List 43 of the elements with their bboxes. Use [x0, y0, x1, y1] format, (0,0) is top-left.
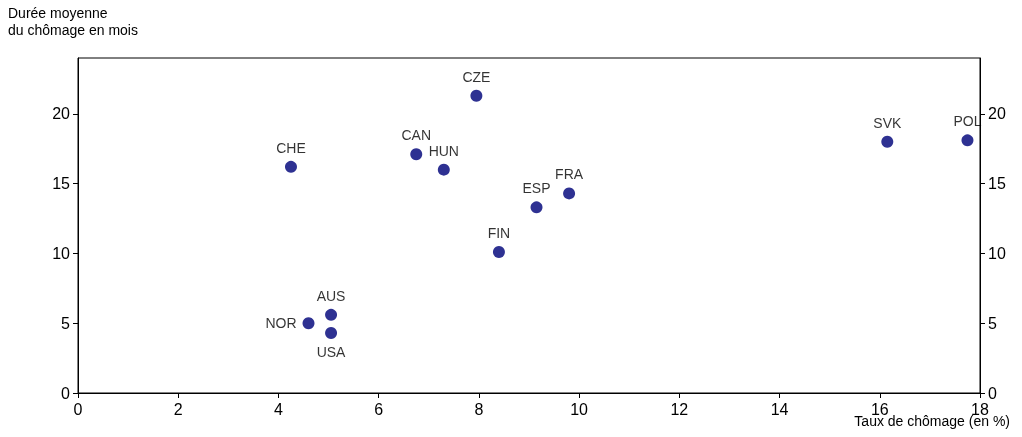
- point: [881, 135, 894, 148]
- point: [325, 308, 338, 321]
- annotation: FIN: [487, 225, 511, 242]
- x-tick-label: 12: [670, 400, 689, 418]
- x-tick-label: 4: [273, 400, 283, 418]
- point: [302, 317, 315, 330]
- x-tick-label: 0: [73, 400, 83, 418]
- y2-tick-label: 5: [988, 314, 997, 332]
- annotation: AUS: [316, 287, 346, 304]
- y-axis-title: Durée moyenne du chômage en mois: [8, 4, 138, 38]
- y-tick-label: 15: [52, 175, 71, 193]
- annotation: CZE: [462, 68, 491, 85]
- annotation: ESP: [522, 180, 551, 197]
- annotation: SVK: [873, 114, 902, 131]
- annotation: HUN: [428, 142, 459, 159]
- point: [325, 326, 338, 339]
- y-tick-label: 20: [52, 105, 71, 123]
- point: [961, 134, 974, 147]
- point: [470, 89, 483, 102]
- x-tick-label: 16: [870, 400, 889, 418]
- y-tick-label: 0: [61, 384, 71, 402]
- x-tick-label: 10: [570, 400, 589, 418]
- y2-tick-label: 10: [988, 244, 1006, 262]
- x-tick-label: 8: [474, 400, 484, 418]
- annotation: NOR: [265, 315, 297, 332]
- y-tick-label: 5: [61, 314, 71, 332]
- annotation: FRA: [555, 166, 584, 183]
- x-tick-label: 2: [173, 400, 183, 418]
- y-tick-label: 10: [52, 244, 71, 262]
- y2-tick-label: 20: [988, 105, 1006, 123]
- y2-tick-label: 15: [988, 175, 1006, 193]
- x-tick-label: 14: [770, 400, 789, 418]
- x-tick-label: 6: [374, 400, 384, 418]
- point: [284, 160, 297, 173]
- point: [437, 163, 450, 176]
- y2-tick-label: 0: [988, 384, 997, 402]
- point: [530, 201, 543, 214]
- annotation: CAN: [401, 127, 432, 144]
- annotation: CHE: [276, 139, 306, 156]
- annotation: USA: [316, 343, 347, 360]
- point: [410, 148, 423, 161]
- point: [563, 187, 576, 200]
- point: [492, 246, 505, 259]
